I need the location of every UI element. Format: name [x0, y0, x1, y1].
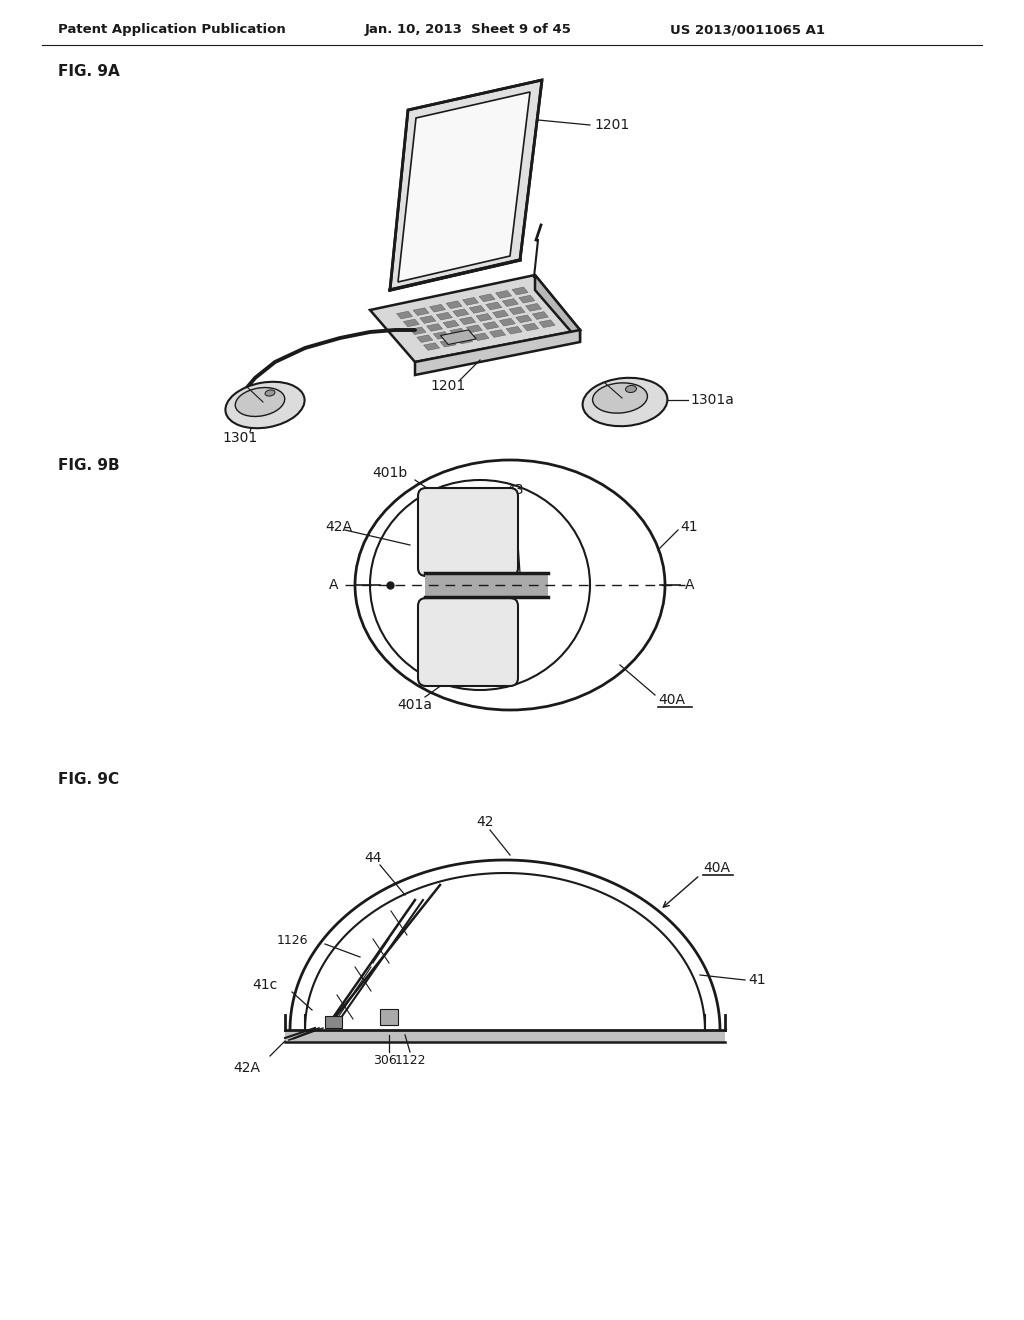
FancyBboxPatch shape [418, 488, 518, 576]
Polygon shape [469, 305, 485, 313]
Polygon shape [440, 330, 476, 345]
Polygon shape [443, 321, 459, 327]
Polygon shape [516, 315, 531, 322]
Text: 1126: 1126 [276, 933, 308, 946]
Text: 401a: 401a [397, 698, 432, 711]
Polygon shape [415, 330, 580, 375]
Text: US 2013/0011065 A1: US 2013/0011065 A1 [670, 24, 825, 37]
Text: 41c: 41c [252, 978, 278, 993]
Polygon shape [512, 286, 528, 294]
Polygon shape [390, 81, 542, 290]
Polygon shape [539, 319, 555, 327]
Text: 401b: 401b [373, 466, 408, 480]
Ellipse shape [593, 383, 647, 413]
Text: FIG. 9C: FIG. 9C [58, 772, 119, 788]
Polygon shape [436, 313, 453, 319]
Text: Jan. 10, 2013  Sheet 9 of 45: Jan. 10, 2013 Sheet 9 of 45 [365, 24, 571, 37]
Text: FIG. 9B: FIG. 9B [58, 458, 120, 473]
Polygon shape [519, 296, 535, 304]
Text: 42A: 42A [233, 1061, 260, 1074]
Text: FIG. 9A: FIG. 9A [58, 65, 120, 79]
Polygon shape [535, 275, 580, 342]
Polygon shape [476, 314, 493, 321]
Polygon shape [479, 294, 495, 302]
Text: 1301: 1301 [222, 432, 257, 445]
Polygon shape [496, 290, 512, 298]
Text: Patent Application Publication: Patent Application Publication [58, 24, 286, 37]
Text: 41: 41 [680, 520, 697, 535]
Polygon shape [500, 318, 515, 326]
Text: 1201: 1201 [430, 379, 465, 393]
Polygon shape [509, 306, 525, 314]
Polygon shape [506, 326, 522, 334]
Polygon shape [424, 343, 439, 350]
Polygon shape [463, 297, 478, 305]
Polygon shape [457, 337, 473, 343]
Polygon shape [420, 315, 436, 323]
Polygon shape [485, 302, 502, 310]
Text: 41: 41 [748, 973, 766, 987]
Polygon shape [285, 1030, 725, 1041]
Text: 42: 42 [476, 814, 494, 829]
Polygon shape [532, 312, 548, 319]
FancyBboxPatch shape [418, 598, 518, 686]
Polygon shape [427, 323, 442, 331]
Polygon shape [473, 333, 489, 341]
Polygon shape [446, 301, 462, 309]
Ellipse shape [225, 381, 304, 428]
Ellipse shape [626, 385, 637, 392]
Ellipse shape [583, 378, 668, 426]
Polygon shape [410, 327, 426, 334]
Polygon shape [417, 335, 433, 342]
Polygon shape [429, 305, 445, 312]
Text: 40A: 40A [703, 861, 730, 875]
Polygon shape [325, 1016, 342, 1028]
Polygon shape [433, 331, 450, 339]
Ellipse shape [265, 389, 275, 396]
Polygon shape [403, 319, 420, 327]
Text: 43: 43 [506, 483, 523, 498]
Polygon shape [370, 275, 580, 362]
Text: 1122: 1122 [394, 1053, 426, 1067]
Polygon shape [522, 323, 539, 331]
Text: 1301a: 1301a [690, 393, 734, 407]
Text: 40A: 40A [658, 693, 685, 708]
Ellipse shape [236, 388, 285, 416]
Polygon shape [440, 339, 456, 347]
Polygon shape [525, 304, 542, 312]
Text: 44: 44 [365, 851, 382, 865]
Text: A: A [329, 578, 338, 591]
Text: 1201: 1201 [594, 117, 630, 132]
Polygon shape [503, 298, 518, 306]
Polygon shape [413, 308, 429, 315]
Polygon shape [398, 92, 530, 282]
Polygon shape [453, 309, 469, 317]
Polygon shape [460, 317, 475, 325]
Polygon shape [493, 310, 509, 318]
Polygon shape [482, 322, 499, 329]
Polygon shape [425, 573, 548, 597]
Polygon shape [380, 1008, 398, 1026]
Ellipse shape [506, 574, 534, 597]
Polygon shape [396, 312, 413, 319]
Polygon shape [466, 325, 482, 333]
Polygon shape [450, 329, 466, 335]
Polygon shape [489, 330, 506, 338]
Text: 42A: 42A [325, 520, 352, 535]
Text: A: A [685, 578, 694, 591]
Text: 306: 306 [373, 1053, 397, 1067]
